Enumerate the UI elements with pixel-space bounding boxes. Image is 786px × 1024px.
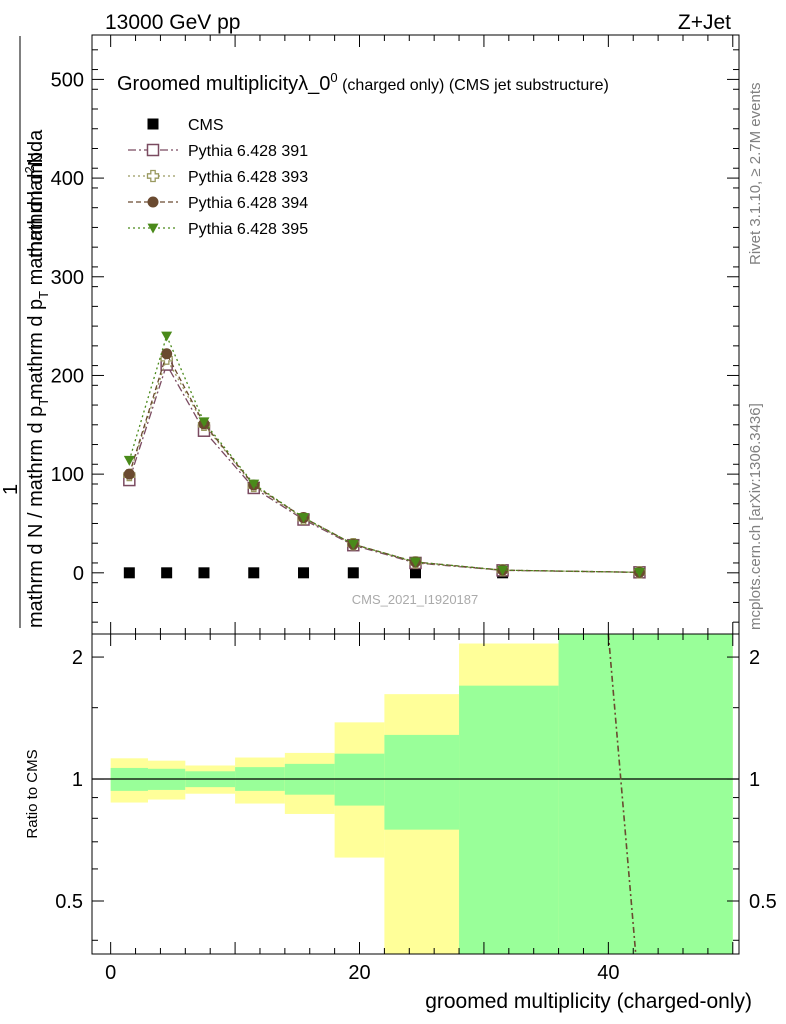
ratio-band-inner [459, 685, 559, 954]
data-point [497, 565, 509, 576]
main-axis-ticks: 0 100 200 300 400 500 [51, 35, 739, 634]
series-4 [123, 331, 645, 578]
ratio-curve-group [607, 633, 637, 955]
data-point [198, 567, 210, 579]
ratio-curve-line [607, 633, 637, 955]
main-plot-frame [91, 34, 740, 635]
ratio-ytick-label-right: 1 [749, 769, 760, 791]
main-series-group [123, 331, 646, 579]
legend-marker [147, 118, 159, 130]
ylabel-middle: mathrm d pT mathrm d lambda [25, 129, 51, 400]
data-point [633, 567, 645, 578]
main-ylabel: mathrm d2N mathrm d pT mathrm d lambda 1… [0, 36, 51, 628]
legend: CMS Pythia 6.428 391 Pythia 6.428 393 Pythi… [128, 117, 308, 238]
ylabel-mid-sub: T [36, 291, 51, 299]
data-point [123, 468, 135, 480]
title-superscript: 0 [330, 70, 337, 85]
main-ytick-label: 300 [51, 267, 84, 289]
header-energy: 13000 GeV pp [105, 11, 240, 34]
ratio-band-inner [384, 734, 460, 830]
ylabel-denom-a: mathrm d N / mathrm d p [25, 406, 47, 628]
ratio-uncertainty-bands [92, 634, 739, 954]
data-point [161, 567, 173, 579]
title-rest: (charged only) (CMS jet substructure) [338, 77, 609, 94]
ylabel-numer-b: N [25, 152, 47, 166]
data-point [347, 567, 359, 579]
ylabel-denominator: mathrm d N / mathrm d pT [25, 398, 51, 628]
ratio-band-inner [558, 634, 733, 954]
legend-marker [147, 223, 159, 234]
ratio-ytick-label-right: 0.5 [749, 891, 777, 913]
ratio-plot-panel: 0.5 0.51 12 20 20 40 Ratio to CMS groomed mul… [24, 633, 777, 1013]
data-point [123, 567, 135, 579]
main-ytick-label: 100 [51, 464, 84, 486]
data-point [123, 455, 135, 466]
ratio-ytick-label-right: 2 [749, 647, 760, 669]
main-ytick-label: 400 [51, 168, 84, 190]
series-line [128, 334, 640, 573]
ratio-axis-ticks: 0.5 0.51 12 20 20 40 [55, 634, 777, 984]
ratio-ytick-label: 2 [72, 647, 83, 669]
ylabel-numerator: mathrm d2N [22, 152, 47, 258]
legend-marker [146, 169, 160, 183]
ylabel-denom-sub: T [36, 398, 51, 406]
header-process: Z+Jet [678, 11, 731, 34]
ratio-xlabel: groomed multiplicity (charged-only) [425, 990, 752, 1013]
ratio-ytick-label: 0.5 [55, 891, 83, 913]
legend-label: Pythia 6.428 393 [188, 169, 308, 186]
ylabel-numer-a: mathrm d [25, 174, 47, 258]
rivet-label: Rivet 3.1.10, ≥ 2.7M events [747, 83, 764, 266]
data-point [161, 331, 173, 342]
ylabel-mid-a: mathrm d p [25, 299, 47, 400]
data-point [161, 348, 173, 360]
ylabel-mid-b: mathrm d lambda [25, 129, 47, 291]
data-point [248, 479, 260, 490]
ylabel-numer-sup: 2 [22, 166, 37, 173]
main-ytick-label: 500 [51, 69, 84, 91]
data-point [248, 567, 260, 579]
main-plot-title: Groomed multiplicityλ_00 (charged only) … [117, 70, 609, 95]
data-point [347, 539, 359, 550]
ratio-xtick-label: 0 [105, 962, 116, 984]
data-point [410, 557, 421, 568]
title-main: Groomed multiplicityλ_0 [117, 73, 330, 95]
data-point [298, 513, 310, 524]
legend-marker [147, 196, 159, 208]
ylabel-one: 1 [0, 484, 22, 495]
data-point [298, 567, 310, 579]
ratio-ylabel: Ratio to CMS [24, 749, 41, 838]
legend-label: Pythia 6.428 394 [188, 195, 308, 212]
main-ytick-label: 200 [51, 365, 84, 387]
analysis-watermark: CMS_2021_I1920187 [352, 592, 479, 607]
legend-label: Pythia 6.428 395 [188, 221, 308, 238]
data-point [410, 567, 421, 579]
ratio-ytick-label: 1 [72, 769, 83, 791]
main-ytick-label: 0 [73, 563, 84, 585]
legend-marker [146, 143, 160, 157]
data-point [198, 417, 210, 428]
ratio-plot-frame [91, 633, 740, 955]
main-plot-panel: 0 100 200 300 400 500 Groomed multiplicityλ_0… [51, 34, 740, 635]
legend-label: Pythia 6.428 391 [188, 143, 308, 160]
series-line [128, 352, 640, 573]
legend-label: CMS [188, 117, 224, 134]
mcplots-label: mcplots.cern.ch [arXiv:1306.3436] [747, 403, 764, 630]
ratio-xtick-label: 20 [348, 962, 370, 984]
ratio-xtick-label: 40 [597, 962, 619, 984]
